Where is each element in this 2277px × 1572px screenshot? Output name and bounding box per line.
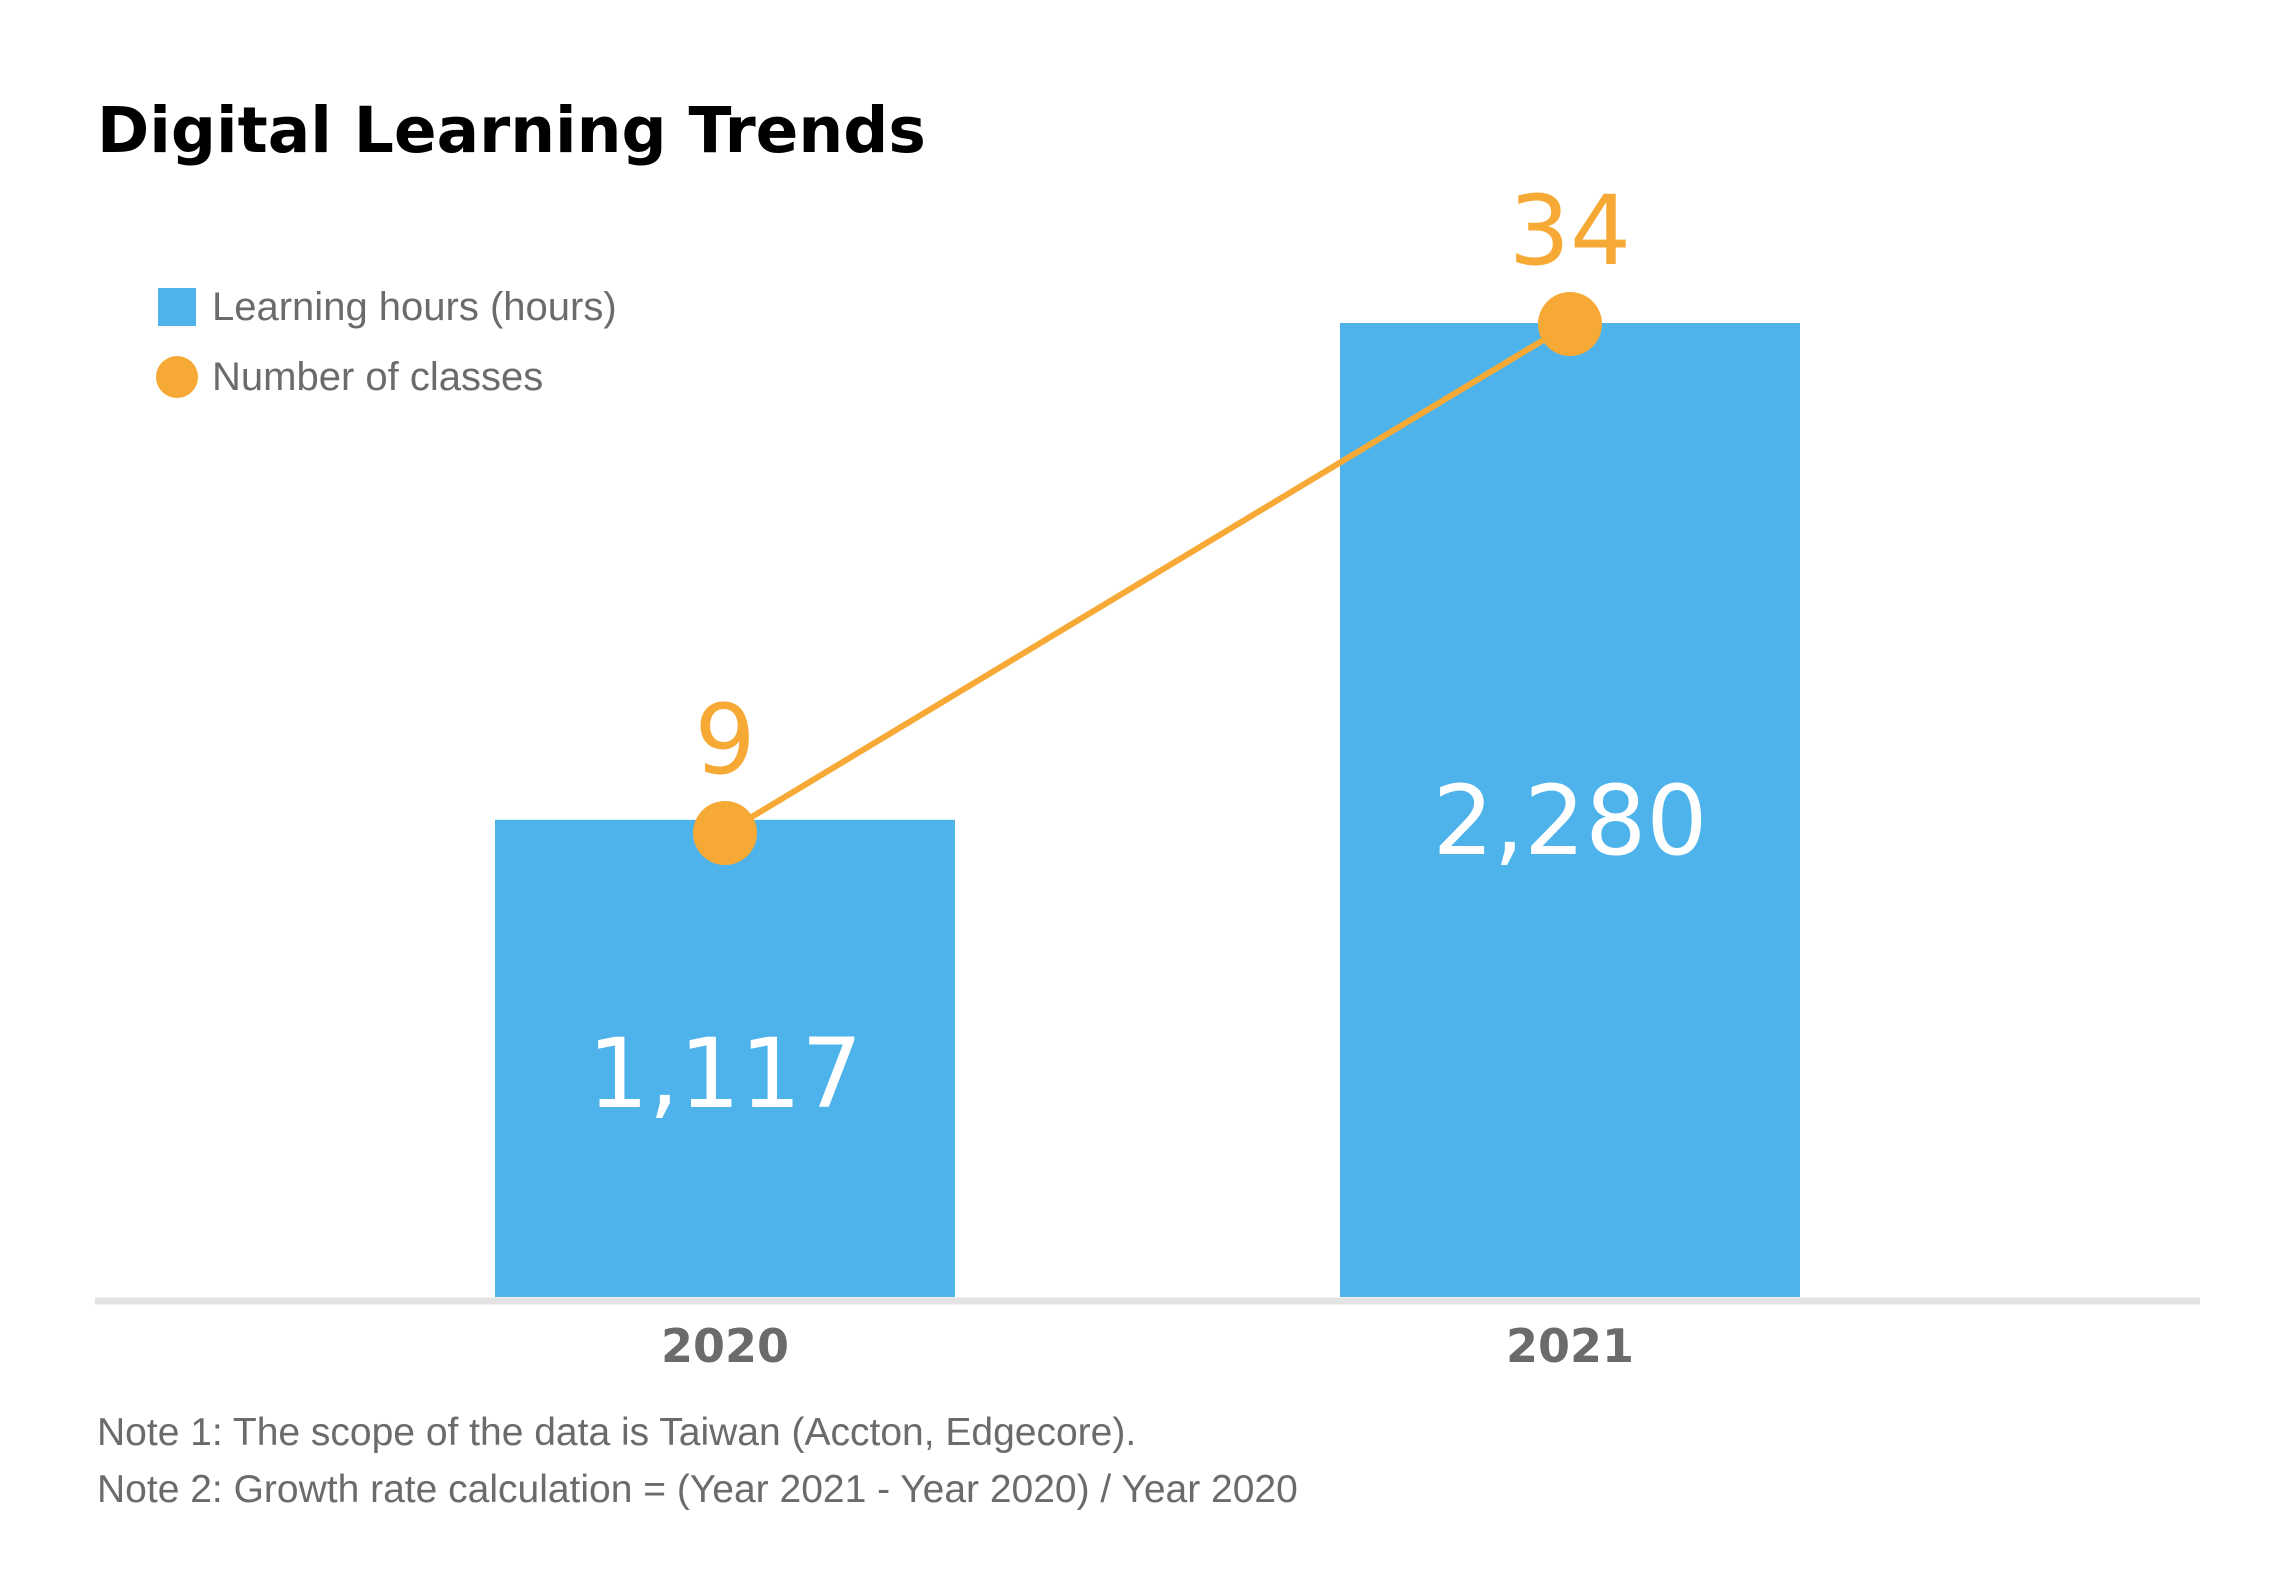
legend-bar-swatch [158,288,196,326]
bar-2020 [495,819,955,1297]
classes-value-label-2020: 9 [694,684,755,796]
legend-line-label: Number of classes [212,355,543,399]
legend-line-swatch [156,356,198,398]
classes-value-label-2021: 34 [1509,175,1631,287]
bar-value-label-2020: 1,117 [588,1018,863,1130]
note-1: Note 1: The scope of the data is Taiwan … [97,1411,1136,1454]
legend-bar-label: Learning hours (hours) [212,285,617,329]
x-tick-label-2021: 2021 [1506,1319,1634,1373]
bar-2021 [1340,323,1800,1297]
x-tick-label-2020: 2020 [661,1319,789,1373]
legend: Learning hours (hours) Number of classes [156,285,617,399]
classes-line [723,321,1572,836]
classes-point-2021 [1538,292,1602,356]
line-series-layer [693,292,1602,865]
labels-layer: 1,117 2020 2,280 2021 9 34 [588,175,1708,1373]
classes-point-2020 [693,801,757,865]
bar-value-label-2021: 2,280 [1433,765,1708,877]
note-2: Note 2: Growth rate calculation = (Year … [97,1468,1298,1511]
chart-title: Digital Learning Trends [97,94,926,167]
bars-layer [495,323,1800,1297]
